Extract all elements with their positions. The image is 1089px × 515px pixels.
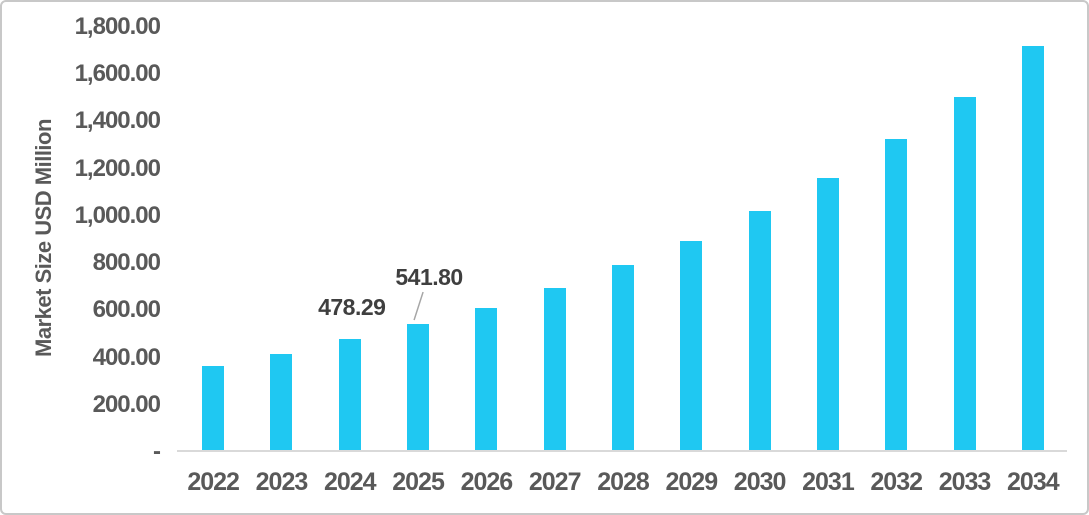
x-tick-label-2023: 2023 [255,468,309,496]
bar-2024 [338,339,361,452]
x-tick-label-2028: 2028 [597,468,650,496]
bar-2030 [748,211,771,452]
y-tick-label: 1,200.00 [74,154,161,182]
data-label-2025: 541.80 [395,264,463,291]
y-tick-label: 800.00 [92,249,161,277]
data-label-2024: 478.29 [318,294,386,321]
x-tick-label-2032: 2032 [870,468,923,496]
bar-2032 [885,139,908,452]
y-tick-label: 1,600.00 [74,60,161,88]
y-tick-label: 600.00 [92,296,161,324]
bar-2029 [680,240,703,452]
x-tick-label-2033: 2033 [938,468,992,496]
bar-2034 [1021,45,1044,452]
y-tick-label: 1,000.00 [74,201,161,229]
y-tick-label: 1,800.00 [74,13,161,40]
x-tick-label-2026: 2026 [460,468,514,496]
x-tick-label-2030: 2030 [733,468,787,496]
y-tick-label: - [153,438,161,465]
x-axis-line [177,450,1067,452]
x-tick-label-2027: 2027 [528,468,582,496]
bar-2027 [543,287,566,452]
x-tick-label-2029: 2029 [665,468,718,496]
x-tick-label-2031: 2031 [802,468,855,496]
bar-2028 [612,265,634,452]
y-tick-label: 400.00 [92,343,161,371]
bar-2026 [475,307,498,452]
x-tick-label-2034: 2034 [1007,468,1060,496]
x-tick-label-2024: 2024 [323,468,377,496]
x-tick-label-2022: 2022 [187,468,240,496]
bar-2033 [953,96,976,452]
bar-2022 [202,365,225,452]
bar-2023 [270,353,293,452]
bar-2031 [816,178,839,452]
x-tick-label-2025: 2025 [392,468,445,496]
y-tick-label: 1,400.00 [74,107,161,135]
bar-2025 [407,324,430,452]
y-tick-label: 200.00 [92,390,161,418]
